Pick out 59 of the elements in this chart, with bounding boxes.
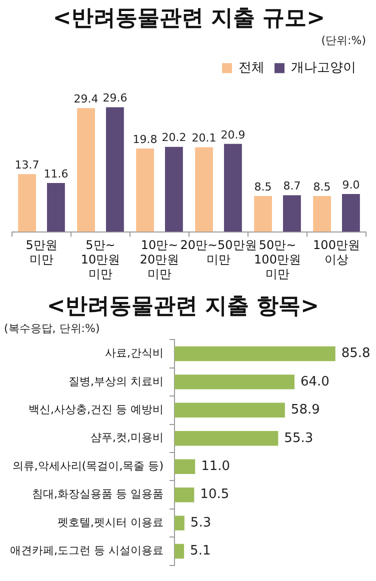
bar	[174, 487, 194, 502]
data-label: 64.0	[300, 374, 330, 390]
x-tick-label: 5만~ 10만원 미만	[80, 238, 120, 281]
bar	[342, 194, 360, 232]
bar	[174, 402, 285, 418]
bar	[224, 144, 242, 232]
data-label: 29.4	[74, 92, 98, 106]
data-label: 8.7	[283, 180, 301, 193]
y-tick-label: 샴푸,컷,미용비	[90, 431, 164, 444]
bar	[164, 146, 183, 232]
bar	[174, 544, 184, 559]
x-tick-label: 5만원 미만	[26, 238, 58, 267]
y-tick-label: 사료,간식비	[104, 346, 164, 360]
bar	[136, 148, 154, 232]
bar	[18, 174, 36, 232]
bar	[106, 107, 124, 232]
data-label: 5.1	[190, 544, 211, 559]
x-tick-label: 10만~ 20만원 미만	[140, 238, 180, 281]
y-tick-label: 침대,화장실용품 등 일용품	[32, 488, 164, 501]
data-label: 10.5	[200, 487, 230, 502]
chart-title: <반려동물관련 지출 규모>	[52, 6, 326, 31]
data-label: 55.3	[284, 430, 314, 446]
data-label: 9.0	[342, 178, 360, 192]
chart-title: <반려동물관련 지출 항목>	[46, 294, 320, 319]
bar	[174, 374, 294, 390]
y-tick-label: 펫호텔,펫시터 이용료	[57, 516, 164, 529]
bar	[195, 147, 214, 232]
data-label: 20.2	[162, 131, 186, 144]
legend-label: 개나고양이	[291, 60, 356, 76]
bar	[174, 516, 184, 530]
y-tick-label: 백신,사상충,건진 등 예방비	[28, 403, 164, 416]
bar	[174, 346, 336, 362]
data-label: 85.8	[341, 346, 370, 362]
data-label: 29.6	[102, 92, 128, 105]
text: (복수응답, 단위:%)	[4, 322, 100, 335]
data-label: 58.9	[290, 402, 320, 418]
bar	[254, 196, 272, 232]
y-tick-label: 의류,악세사리(목걸이,목줄 등)	[12, 459, 164, 472]
data-label: 11.6	[44, 167, 68, 180]
bar	[46, 183, 65, 232]
data-label: 13.7	[14, 158, 40, 172]
bar	[77, 108, 96, 232]
x-tick-label: 50만~ 100만원 미만	[254, 238, 301, 281]
bar	[174, 431, 278, 446]
data-label: 20.1	[192, 132, 216, 145]
bar	[282, 195, 301, 232]
legend-label: 전체	[238, 60, 264, 76]
bar	[174, 459, 196, 474]
data-label: 5.3	[190, 515, 212, 530]
y-tick-label: 애견카페,도그런 등 시설이용료	[10, 544, 164, 558]
data-label: 8.5	[313, 180, 331, 194]
data-label: 20.9	[220, 128, 246, 142]
data-label: 19.8	[132, 132, 158, 146]
x-tick-label: 100만원 이상	[313, 238, 360, 267]
data-label: 8.5	[254, 180, 272, 194]
y-tick-label: 질병,부상의 치료비	[68, 374, 164, 388]
data-label: 11.0	[201, 458, 230, 474]
bar	[313, 196, 332, 232]
chart-subtitle: (단위:%)	[321, 34, 366, 47]
